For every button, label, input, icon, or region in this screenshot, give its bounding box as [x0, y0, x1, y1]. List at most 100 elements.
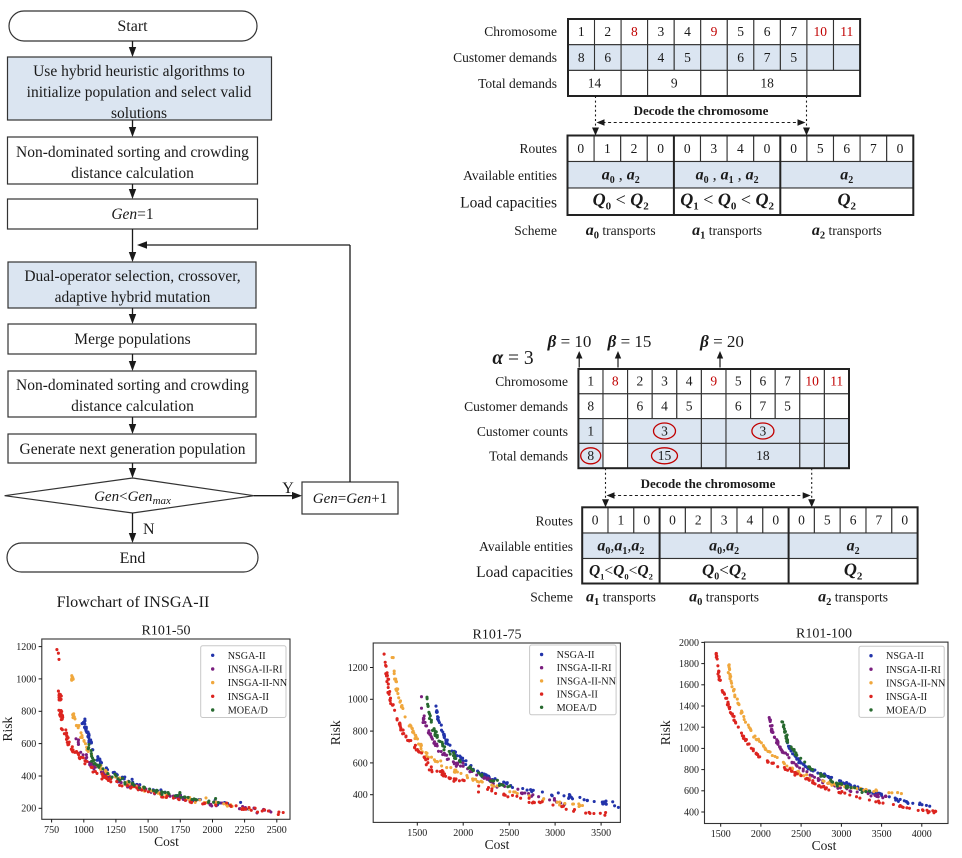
svg-text:7: 7 [764, 50, 771, 65]
svg-text:a0 transports: a0 transports [689, 589, 759, 609]
svg-text:NSGA-II: NSGA-II [228, 651, 267, 662]
svg-text:Use hybrid heuristic algorithm: Use hybrid heuristic algorithms to [33, 63, 245, 80]
svg-text:2000: 2000 [453, 828, 473, 839]
svg-text:800: 800 [21, 707, 36, 718]
svg-text:18: 18 [760, 76, 774, 91]
svg-text:Load capacities: Load capacities [460, 195, 557, 212]
svg-text:Cost: Cost [154, 834, 179, 849]
svg-text:1400: 1400 [679, 701, 699, 712]
svg-text:600: 600 [21, 739, 36, 750]
svg-text:7: 7 [876, 513, 883, 528]
svg-text:7: 7 [870, 141, 877, 156]
svg-text:6: 6 [737, 50, 744, 65]
svg-text:Scheme: Scheme [530, 590, 573, 605]
svg-text:9: 9 [710, 374, 717, 389]
svg-text:3500: 3500 [591, 828, 611, 839]
svg-text:Chromosome: Chromosome [495, 374, 568, 389]
svg-text:0: 0 [764, 141, 771, 156]
svg-text:α = 3: α = 3 [492, 348, 533, 369]
svg-text:1: 1 [618, 513, 625, 528]
svg-text:5: 5 [817, 141, 824, 156]
svg-text:2000: 2000 [751, 829, 771, 840]
svg-text:Cost: Cost [485, 837, 510, 852]
svg-text:β = 15: β = 15 [607, 332, 652, 351]
svg-text:5: 5 [684, 50, 691, 65]
svg-text:Customer demands: Customer demands [453, 50, 557, 65]
svg-text:9: 9 [711, 24, 718, 39]
svg-text:a0 transports: a0 transports [586, 222, 656, 242]
svg-text:Routes: Routes [535, 514, 573, 529]
svg-text:Gen=1: Gen=1 [111, 206, 153, 223]
svg-text:1000: 1000 [679, 744, 699, 755]
svg-text:Q1 < Q0 < Q2: Q1 < Q0 < Q2 [680, 190, 774, 213]
svg-text:200: 200 [21, 804, 36, 815]
svg-text:INSGA-II: INSGA-II [557, 690, 599, 701]
svg-text:INSGA-II-NN: INSGA-II-NN [228, 678, 288, 689]
svg-text:1000: 1000 [348, 695, 368, 706]
svg-text:6: 6 [850, 513, 857, 528]
svg-text:β = 10: β = 10 [547, 332, 592, 351]
svg-text:8: 8 [587, 399, 594, 414]
svg-text:2: 2 [604, 24, 611, 39]
svg-text:8: 8 [587, 448, 594, 463]
svg-text:3: 3 [710, 141, 717, 156]
svg-text:a2 transports: a2 transports [812, 222, 882, 242]
svg-text:2: 2 [637, 374, 644, 389]
svg-text:Load capacities: Load capacities [476, 564, 573, 581]
svg-text:600: 600 [353, 758, 368, 769]
svg-text:INSGA-II: INSGA-II [886, 692, 928, 703]
svg-text:1000: 1000 [74, 825, 94, 836]
svg-text:Risk: Risk [0, 717, 15, 742]
svg-text:distance calculation: distance calculation [71, 398, 194, 415]
svg-text:R101-75: R101-75 [473, 628, 522, 643]
svg-text:Q0 < Q2: Q0 < Q2 [593, 190, 650, 213]
svg-text:2500: 2500 [267, 825, 287, 836]
svg-text:1200: 1200 [16, 642, 36, 653]
svg-text:0: 0 [790, 141, 797, 156]
svg-text:MOEA/D: MOEA/D [557, 703, 597, 714]
svg-text:1500: 1500 [407, 828, 427, 839]
svg-text:Risk: Risk [658, 720, 673, 745]
svg-text:7: 7 [784, 374, 791, 389]
svg-text:3: 3 [721, 513, 728, 528]
svg-text:INSGA-II-NN: INSGA-II-NN [886, 678, 946, 689]
svg-text:3: 3 [760, 423, 767, 438]
svg-text:Merge populations: Merge populations [74, 331, 190, 348]
svg-text:NSGA-II: NSGA-II [557, 650, 596, 661]
svg-text:4: 4 [747, 513, 754, 528]
svg-text:6: 6 [735, 399, 742, 414]
svg-text:6: 6 [604, 50, 611, 65]
svg-text:a0,a1,a2: a0,a1,a2 [597, 537, 644, 557]
svg-text:End: End [120, 550, 146, 567]
svg-text:Q0<Q2: Q0<Q2 [702, 561, 746, 583]
svg-text:6: 6 [637, 399, 644, 414]
svg-text:5: 5 [824, 513, 831, 528]
svg-text:Q2: Q2 [838, 190, 857, 213]
svg-text:Gen<Genmax: Gen<Genmax [94, 489, 171, 507]
svg-text:2: 2 [631, 141, 638, 156]
svg-text:5: 5 [737, 24, 744, 39]
svg-text:1200: 1200 [679, 723, 699, 734]
svg-text:5: 5 [686, 399, 693, 414]
svg-text:0: 0 [577, 141, 584, 156]
svg-text:8: 8 [578, 50, 585, 65]
svg-text:0: 0 [901, 513, 908, 528]
svg-text:2000: 2000 [679, 638, 699, 649]
svg-text:1000: 1000 [16, 674, 36, 685]
svg-text:400: 400 [21, 771, 36, 782]
svg-text:2500: 2500 [791, 829, 811, 840]
svg-text:3: 3 [661, 423, 668, 438]
svg-text:a0 , a2: a0 , a2 [602, 167, 640, 187]
svg-text:5: 5 [735, 374, 742, 389]
svg-text:Y: Y [282, 480, 294, 497]
svg-text:0: 0 [669, 513, 676, 528]
svg-text:4: 4 [686, 374, 693, 389]
svg-text:4: 4 [661, 399, 668, 414]
svg-text:1750: 1750 [170, 825, 190, 836]
svg-text:R101-50: R101-50 [142, 624, 191, 639]
svg-text:0: 0 [643, 513, 650, 528]
svg-text:3500: 3500 [872, 829, 892, 840]
svg-text:Total demands: Total demands [489, 449, 568, 464]
svg-text:4000: 4000 [912, 829, 932, 840]
svg-text:5: 5 [784, 399, 791, 414]
